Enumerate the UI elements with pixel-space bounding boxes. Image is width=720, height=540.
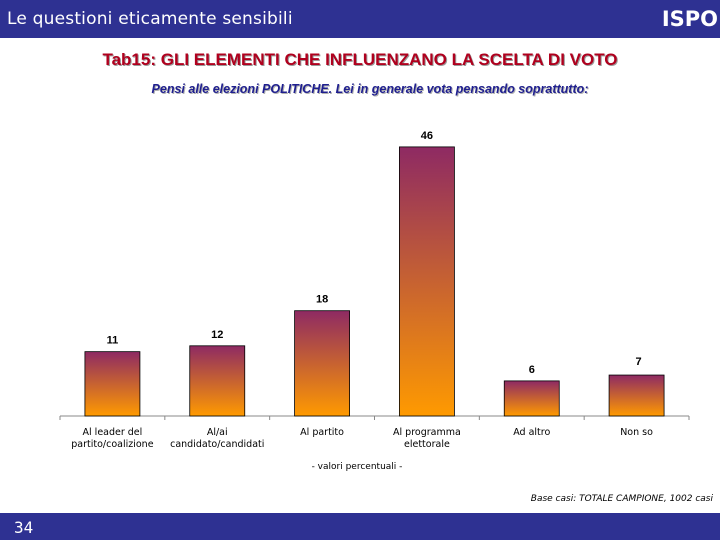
bar-value-label: 6 <box>529 364 535 376</box>
category-label: partito/coalizione <box>71 439 153 450</box>
sample-base-note: Base casi: TOTALE CAMPIONE, 1002 casi <box>530 494 713 504</box>
bar-4 <box>503 380 560 417</box>
bar-value-label: 12 <box>211 329 223 341</box>
category-label: Non so <box>620 427 653 438</box>
bar-value-label: 46 <box>421 130 433 142</box>
category-label: Al programma <box>393 427 461 438</box>
bar-value-label: 7 <box>636 356 642 368</box>
page-number: 34 <box>14 518 34 537</box>
bar-0 <box>84 351 141 417</box>
bar-value-label: 18 <box>316 294 328 306</box>
bar-3 <box>399 146 455 417</box>
table-title: Tab15: GLI ELEMENTI CHE INFLUENZANO LA S… <box>102 50 618 69</box>
category-label: Al/ai <box>207 427 228 438</box>
question-text: Pensi alle elezioni POLITICHE. Lei in ge… <box>151 82 589 96</box>
category-label: Ad altro <box>513 427 550 438</box>
values-note: - valori percentuali - <box>311 462 403 472</box>
section-title: Le questioni eticamente sensibili <box>7 9 293 29</box>
bar-1 <box>189 345 246 417</box>
bar-5 <box>608 374 665 417</box>
category-label: candidato/candidati <box>170 439 264 450</box>
ispo-logo: ISPO <box>661 7 718 31</box>
category-label: elettorale <box>404 439 450 450</box>
header-bar: Le questioni eticamente sensibili ISPO <box>0 0 720 38</box>
footer-bar: 34 <box>0 513 720 540</box>
category-label: Al leader del <box>83 427 143 438</box>
bar-value-label: 11 <box>107 335 119 347</box>
category-label: Al partito <box>300 427 344 438</box>
bar-2 <box>294 310 350 417</box>
